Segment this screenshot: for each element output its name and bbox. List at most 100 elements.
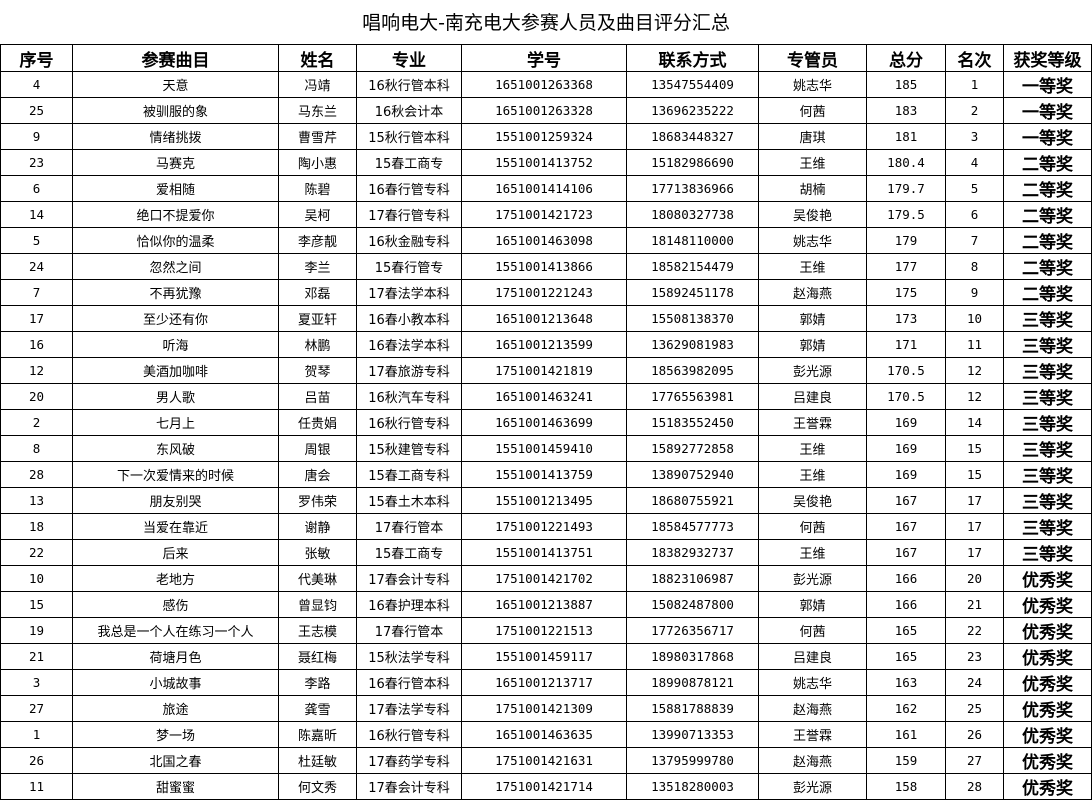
cell-serial-no[interactable]: 4 — [0, 71, 73, 98]
cell-serial-no[interactable]: 26 — [0, 747, 73, 774]
cell-major[interactable]: 17春会计专科 — [356, 565, 462, 592]
cell-rank[interactable]: 21 — [945, 591, 1004, 618]
cell-award-level[interactable]: 三等奖 — [1003, 539, 1092, 566]
cell-song-title[interactable]: 七月上 — [72, 409, 279, 436]
cell-student-id[interactable]: 1751001421309 — [461, 695, 627, 722]
cell-manager[interactable]: 姚志华 — [758, 227, 867, 254]
cell-total-score[interactable]: 173 — [866, 305, 946, 332]
cell-major[interactable]: 15秋法学专科 — [356, 643, 462, 670]
cell-serial-no[interactable]: 16 — [0, 331, 73, 358]
cell-contact[interactable]: 17726356717 — [626, 617, 759, 644]
cell-contact[interactable]: 18990878121 — [626, 669, 759, 696]
cell-student-id[interactable]: 1651001463241 — [461, 383, 627, 410]
cell-contact[interactable]: 13629081983 — [626, 331, 759, 358]
cell-contact[interactable]: 13795999780 — [626, 747, 759, 774]
cell-serial-no[interactable]: 14 — [0, 201, 73, 228]
cell-award-level[interactable]: 优秀奖 — [1003, 565, 1092, 592]
cell-name[interactable]: 陈嘉昕 — [278, 721, 357, 748]
cell-total-score[interactable]: 179 — [866, 227, 946, 254]
cell-award-level[interactable]: 三等奖 — [1003, 357, 1092, 384]
cell-award-level[interactable]: 二等奖 — [1003, 279, 1092, 306]
cell-major[interactable]: 16秋行管专科 — [356, 721, 462, 748]
cell-student-id[interactable]: 1551001459410 — [461, 435, 627, 462]
cell-award-level[interactable]: 三等奖 — [1003, 435, 1092, 462]
cell-manager[interactable]: 吴俊艳 — [758, 201, 867, 228]
cell-total-score[interactable]: 167 — [866, 539, 946, 566]
cell-award-level[interactable]: 一等奖 — [1003, 71, 1092, 98]
cell-major[interactable]: 15秋行管本科 — [356, 123, 462, 150]
cell-student-id[interactable]: 1651001463699 — [461, 409, 627, 436]
cell-award-level[interactable]: 优秀奖 — [1003, 773, 1092, 800]
cell-rank[interactable]: 17 — [945, 513, 1004, 540]
cell-student-id[interactable]: 1551001413866 — [461, 253, 627, 280]
cell-contact[interactable]: 15183552450 — [626, 409, 759, 436]
cell-manager[interactable]: 彭光源 — [758, 773, 867, 800]
cell-contact[interactable]: 18683448327 — [626, 123, 759, 150]
cell-serial-no[interactable]: 12 — [0, 357, 73, 384]
cell-name[interactable]: 冯靖 — [278, 71, 357, 98]
cell-student-id[interactable]: 1551001459117 — [461, 643, 627, 670]
cell-serial-no[interactable]: 20 — [0, 383, 73, 410]
cell-manager[interactable]: 郭婧 — [758, 305, 867, 332]
cell-manager[interactable]: 郭婧 — [758, 591, 867, 618]
cell-manager[interactable]: 郭婧 — [758, 331, 867, 358]
cell-major[interactable]: 17春法学专科 — [356, 695, 462, 722]
cell-song-title[interactable]: 荷塘月色 — [72, 643, 279, 670]
cell-major[interactable]: 17春会计专科 — [356, 773, 462, 800]
cell-major[interactable]: 17春旅游专科 — [356, 357, 462, 384]
cell-serial-no[interactable]: 22 — [0, 539, 73, 566]
column-header-song-title[interactable]: 参赛曲目 — [72, 44, 279, 72]
cell-major[interactable]: 16春行管专科 — [356, 175, 462, 202]
cell-student-id[interactable]: 1751001421714 — [461, 773, 627, 800]
cell-manager[interactable]: 何茜 — [758, 97, 867, 124]
cell-total-score[interactable]: 180.4 — [866, 149, 946, 176]
cell-name[interactable]: 李路 — [278, 669, 357, 696]
cell-award-level[interactable]: 三等奖 — [1003, 305, 1092, 332]
cell-rank[interactable]: 5 — [945, 175, 1004, 202]
cell-manager[interactable]: 唐琪 — [758, 123, 867, 150]
cell-contact[interactable]: 18582154479 — [626, 253, 759, 280]
column-header-award-level[interactable]: 获奖等级 — [1003, 44, 1092, 72]
column-header-student-id[interactable]: 学号 — [461, 44, 627, 72]
cell-serial-no[interactable]: 17 — [0, 305, 73, 332]
cell-serial-no[interactable]: 24 — [0, 253, 73, 280]
cell-award-level[interactable]: 三等奖 — [1003, 513, 1092, 540]
cell-total-score[interactable]: 158 — [866, 773, 946, 800]
cell-name[interactable]: 聂红梅 — [278, 643, 357, 670]
cell-song-title[interactable]: 梦一场 — [72, 721, 279, 748]
cell-serial-no[interactable]: 21 — [0, 643, 73, 670]
cell-serial-no[interactable]: 19 — [0, 617, 73, 644]
cell-student-id[interactable]: 1651001463635 — [461, 721, 627, 748]
cell-name[interactable]: 李兰 — [278, 253, 357, 280]
cell-major[interactable]: 15春土木本科 — [356, 487, 462, 514]
cell-manager[interactable]: 姚志华 — [758, 71, 867, 98]
cell-total-score[interactable]: 169 — [866, 409, 946, 436]
cell-serial-no[interactable]: 15 — [0, 591, 73, 618]
cell-name[interactable]: 曹雪芹 — [278, 123, 357, 150]
cell-song-title[interactable]: 后来 — [72, 539, 279, 566]
cell-major[interactable]: 16春小教本科 — [356, 305, 462, 332]
cell-major[interactable]: 15春行管专 — [356, 253, 462, 280]
cell-major[interactable]: 16秋金融专科 — [356, 227, 462, 254]
cell-rank[interactable]: 6 — [945, 201, 1004, 228]
cell-rank[interactable]: 11 — [945, 331, 1004, 358]
cell-award-level[interactable]: 三等奖 — [1003, 461, 1092, 488]
cell-manager[interactable]: 彭光源 — [758, 357, 867, 384]
cell-name[interactable]: 任贵娟 — [278, 409, 357, 436]
cell-student-id[interactable]: 1551001213495 — [461, 487, 627, 514]
column-header-total-score[interactable]: 总分 — [866, 44, 946, 72]
cell-song-title[interactable]: 马赛克 — [72, 149, 279, 176]
cell-manager[interactable]: 何茜 — [758, 617, 867, 644]
cell-total-score[interactable]: 171 — [866, 331, 946, 358]
cell-student-id[interactable]: 1651001263368 — [461, 71, 627, 98]
cell-total-score[interactable]: 179.7 — [866, 175, 946, 202]
cell-student-id[interactable]: 1751001421723 — [461, 201, 627, 228]
cell-name[interactable]: 曾显钧 — [278, 591, 357, 618]
cell-rank[interactable]: 3 — [945, 123, 1004, 150]
cell-song-title[interactable]: 男人歌 — [72, 383, 279, 410]
cell-major[interactable]: 17春行管专科 — [356, 201, 462, 228]
cell-total-score[interactable]: 177 — [866, 253, 946, 280]
cell-song-title[interactable]: 下一次爱情来的时候 — [72, 461, 279, 488]
cell-song-title[interactable]: 爱相随 — [72, 175, 279, 202]
cell-student-id[interactable]: 1551001413759 — [461, 461, 627, 488]
